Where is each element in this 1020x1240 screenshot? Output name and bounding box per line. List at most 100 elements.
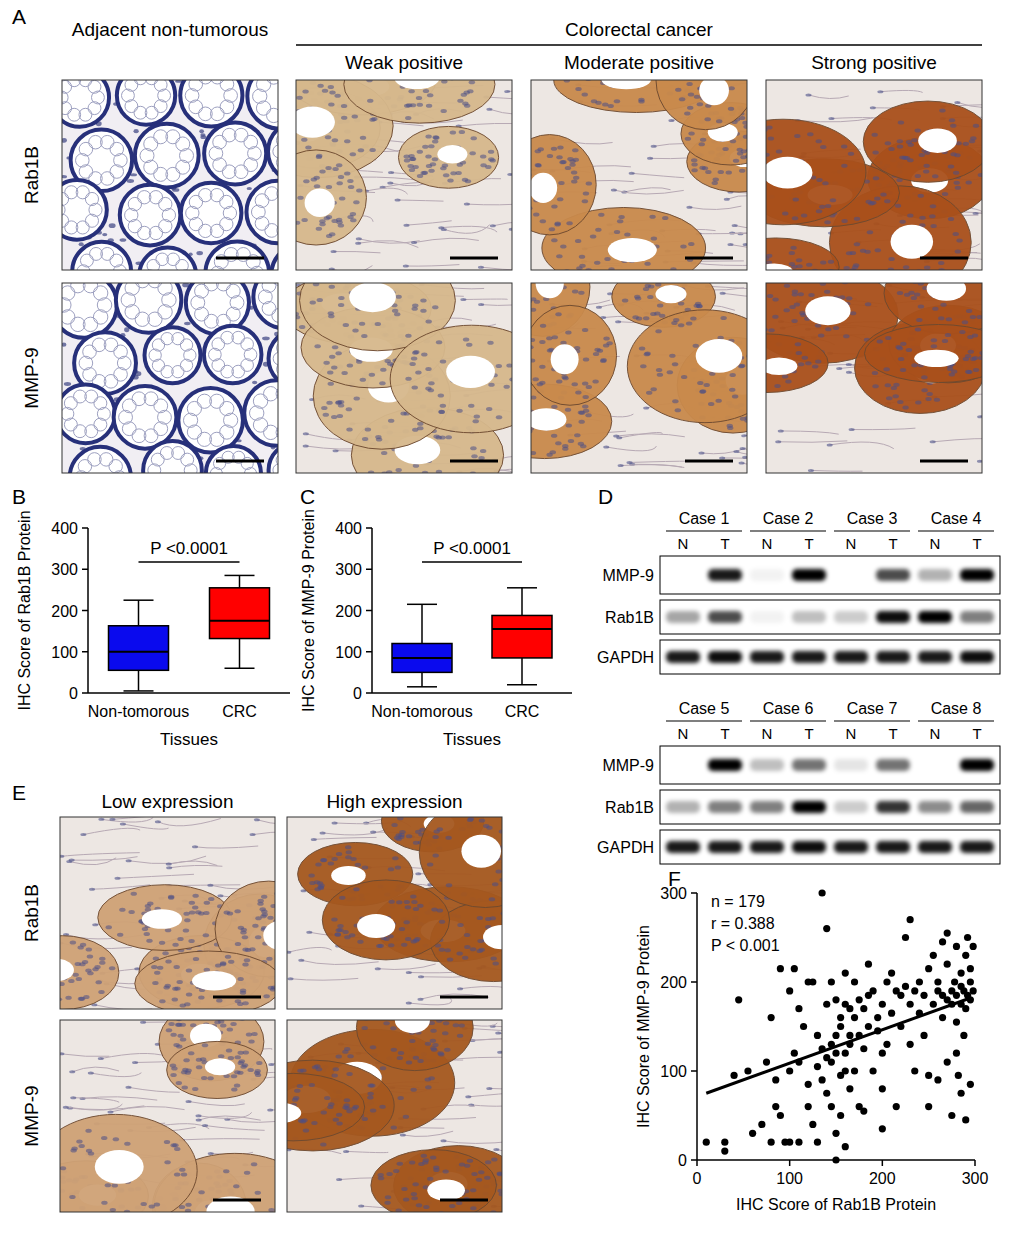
nucleus — [697, 102, 703, 106]
nucleus — [651, 236, 657, 240]
goblet-cell — [180, 339, 192, 351]
nucleus — [412, 386, 418, 390]
goblet-cell — [147, 259, 160, 270]
tile-border — [62, 80, 278, 270]
goblet-cell — [210, 188, 223, 201]
nucleus — [323, 361, 329, 365]
lumen — [655, 285, 686, 303]
lumen — [536, 283, 564, 298]
nucleus — [426, 164, 432, 168]
nucleus — [252, 381, 257, 384]
nucleus — [332, 167, 338, 171]
nucleus — [355, 242, 361, 245]
nucleus — [409, 362, 415, 366]
nucleus — [575, 390, 581, 394]
tile-border — [296, 80, 512, 270]
crypt — [62, 180, 107, 240]
goblet-cell — [199, 224, 212, 237]
nucleus — [325, 135, 331, 139]
nucleus — [560, 341, 566, 345]
nucleus — [358, 148, 364, 152]
nucleus — [573, 158, 579, 162]
goblet-cell — [99, 453, 112, 466]
gland — [390, 325, 512, 433]
nucleus — [296, 221, 300, 225]
nucleus — [348, 185, 354, 189]
goblet-cell — [154, 100, 167, 113]
nucleus — [675, 88, 681, 92]
nucleus — [679, 97, 685, 101]
goblet-cell — [210, 394, 224, 408]
nucleus — [416, 96, 422, 100]
crypt — [271, 243, 278, 270]
nucleus — [488, 150, 494, 154]
nucleus — [200, 133, 205, 136]
nucleus — [566, 424, 572, 428]
crypt — [269, 443, 278, 473]
nucleus — [828, 117, 834, 120]
nucleus — [540, 324, 546, 328]
nucleus — [332, 345, 338, 349]
gland — [398, 126, 498, 188]
nucleus — [346, 428, 352, 432]
lumen — [551, 344, 579, 374]
goblet-cell — [273, 352, 278, 365]
nucleus — [405, 377, 411, 381]
nucleus — [417, 150, 423, 154]
goblet-cell — [154, 80, 167, 91]
nucleus — [331, 250, 337, 253]
goblet-cell — [135, 283, 149, 288]
goblet-cell — [83, 345, 97, 359]
nucleus — [618, 464, 624, 467]
nucleus — [473, 419, 479, 423]
goblet-cell — [64, 397, 77, 410]
nucleus — [915, 129, 921, 133]
goblet-cell — [100, 135, 114, 149]
nucleus — [885, 141, 891, 145]
nucleus — [381, 451, 387, 455]
goblet-cell — [144, 392, 158, 406]
nucleus — [600, 359, 606, 363]
nucleus — [365, 428, 371, 432]
nucleus — [322, 89, 328, 93]
goblet-cell — [78, 460, 91, 473]
nucleus — [496, 364, 502, 368]
nucleus — [362, 437, 368, 441]
nucleus — [568, 439, 574, 443]
nucleus — [404, 104, 410, 108]
nucleus — [639, 346, 645, 350]
nucleus — [62, 343, 66, 347]
nucleus — [722, 147, 728, 151]
goblet-cell — [262, 283, 276, 292]
nucleus — [953, 171, 959, 175]
nucleus — [299, 325, 305, 329]
nucleus — [540, 219, 546, 223]
nucleus — [680, 245, 686, 249]
nucleus — [616, 436, 622, 439]
nucleus — [62, 175, 67, 178]
nucleus — [657, 303, 663, 307]
goblet-cell — [241, 338, 254, 351]
goblet-cell — [74, 425, 87, 438]
nucleus — [766, 153, 770, 157]
goblet-cell — [68, 108, 81, 121]
column-header: Moderate positive — [564, 52, 714, 73]
crypt — [120, 185, 181, 246]
nucleus — [296, 96, 302, 100]
nucleus — [697, 381, 703, 385]
nucleus — [743, 243, 747, 246]
nucleus — [465, 179, 471, 183]
nucleus — [873, 176, 879, 180]
nucleus — [888, 147, 894, 151]
lumen — [699, 80, 729, 105]
nucleus — [341, 116, 347, 120]
nucleus — [678, 302, 684, 306]
fiber — [606, 446, 656, 451]
nucleus — [352, 114, 358, 118]
goblet-cell — [220, 401, 234, 415]
fiber — [334, 251, 381, 252]
nucleus — [614, 99, 620, 103]
nucleus — [875, 248, 881, 252]
fiber — [467, 203, 512, 205]
nucleus — [296, 315, 300, 319]
